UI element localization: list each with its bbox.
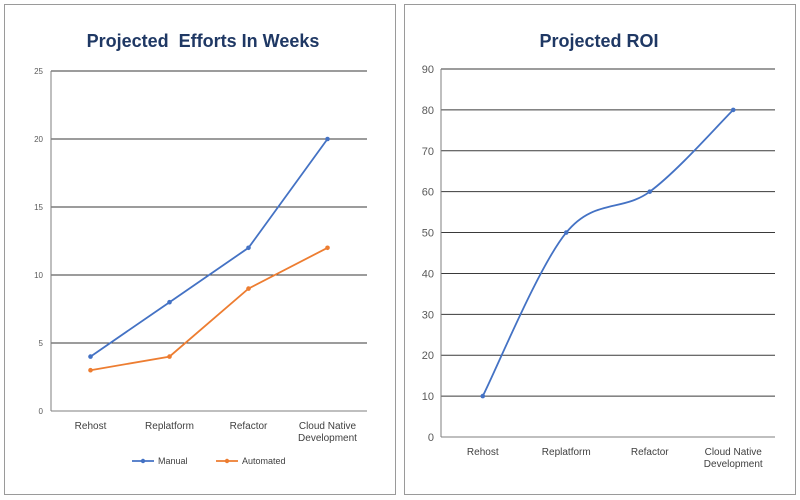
roi-y-tick-label: 80	[422, 105, 434, 117]
efforts-series-manual-point	[167, 299, 172, 305]
roi-series-roi-point	[480, 393, 486, 399]
efforts-series-manual-point	[88, 354, 93, 359]
roi-y-tick-label: 70	[422, 146, 434, 158]
efforts-x-tick-label: Cloud Native Development	[298, 421, 357, 444]
efforts-x-tick-label-line: Development	[298, 433, 357, 444]
efforts-series-automated-point	[167, 354, 172, 359]
efforts-series-automated-line	[90, 247, 328, 372]
roi-x-tick-label-line: Cloud Native	[705, 447, 763, 458]
efforts-y-tick-label: 20	[34, 135, 43, 144]
roi-x-tick-label-line: Replatform	[542, 447, 591, 458]
roi-y-tick-label: 20	[422, 350, 434, 362]
roi-series-roi-point	[563, 230, 569, 235]
efforts-x-tick-label: Replatform	[145, 421, 194, 432]
roi-series-roi-line	[481, 109, 734, 397]
efforts-legend-label: Automated	[242, 456, 286, 466]
roi-x-tick-label: Refactor	[631, 447, 669, 458]
roi-x-tick-label: Replatform	[542, 447, 591, 458]
efforts-series-manual-point	[246, 245, 251, 251]
efforts-x-tick-label: Rehost	[75, 421, 107, 432]
efforts-series-manual-point	[325, 136, 330, 142]
roi-x-tick-label: Rehost	[467, 447, 499, 458]
efforts-series-manual-line	[89, 138, 329, 358]
efforts-series-automated-point	[246, 286, 251, 291]
roi-x-tick-label-line: Rehost	[467, 447, 499, 458]
efforts-series-automated-point	[88, 367, 93, 373]
roi-chart-title: Projected ROI	[539, 31, 658, 51]
efforts-y-tick-label: 10	[34, 271, 43, 280]
roi-y-tick-label: 40	[422, 268, 434, 280]
roi-y-tick-label: 0	[428, 432, 434, 444]
roi-series-roi-point	[730, 107, 736, 113]
efforts-x-tick-label-line: Cloud Native	[299, 421, 357, 432]
roi-chart-panel: Projected ROI 0 10 20 30 40 50 60 70 80 90 Rehost R…	[404, 4, 796, 495]
roi-y-tick-label: 60	[422, 187, 434, 199]
efforts-x-tick-label: Refactor	[230, 421, 268, 432]
efforts-x-tick-label-line: Rehost	[75, 421, 107, 432]
roi-y-tick-label: 30	[422, 309, 434, 321]
efforts-chart-title: Projected Efforts In Weeks	[87, 31, 320, 51]
roi-y-tick-label: 50	[422, 228, 434, 240]
efforts-x-tick-label-line: Refactor	[230, 421, 268, 432]
efforts-legend-swatch-point	[140, 458, 146, 464]
efforts-y-tick-label: 25	[34, 67, 43, 76]
roi-y-tick-label: 90	[422, 64, 434, 76]
efforts-y-tick-label: 15	[34, 203, 43, 212]
efforts-chart-panel: Projected Efforts In Weeks 0 5 10 15 20 25 Reh…	[4, 4, 396, 495]
roi-y-tick-label: 10	[422, 391, 434, 403]
roi-series-roi-point	[647, 189, 653, 194]
roi-x-tick-label-line: Refactor	[631, 447, 669, 458]
efforts-legend-label: Manual	[158, 456, 188, 466]
roi-chart: Projected ROI 0 10 20 30 40 50 60 70 80 90 Rehost R…	[422, 31, 775, 470]
roi-x-tick-label: Cloud Native Development	[704, 447, 763, 470]
roi-x-tick-label-line: Development	[704, 459, 763, 470]
efforts-x-tick-label-line: Replatform	[145, 421, 194, 432]
efforts-y-tick-label: 5	[39, 339, 44, 348]
efforts-y-tick-label: 0	[39, 407, 44, 416]
efforts-series-automated-point	[325, 245, 330, 251]
efforts-chart: Projected Efforts In Weeks 0 5 10 15 20 25 Reh…	[34, 31, 367, 466]
efforts-legend-swatch-point	[224, 458, 230, 464]
